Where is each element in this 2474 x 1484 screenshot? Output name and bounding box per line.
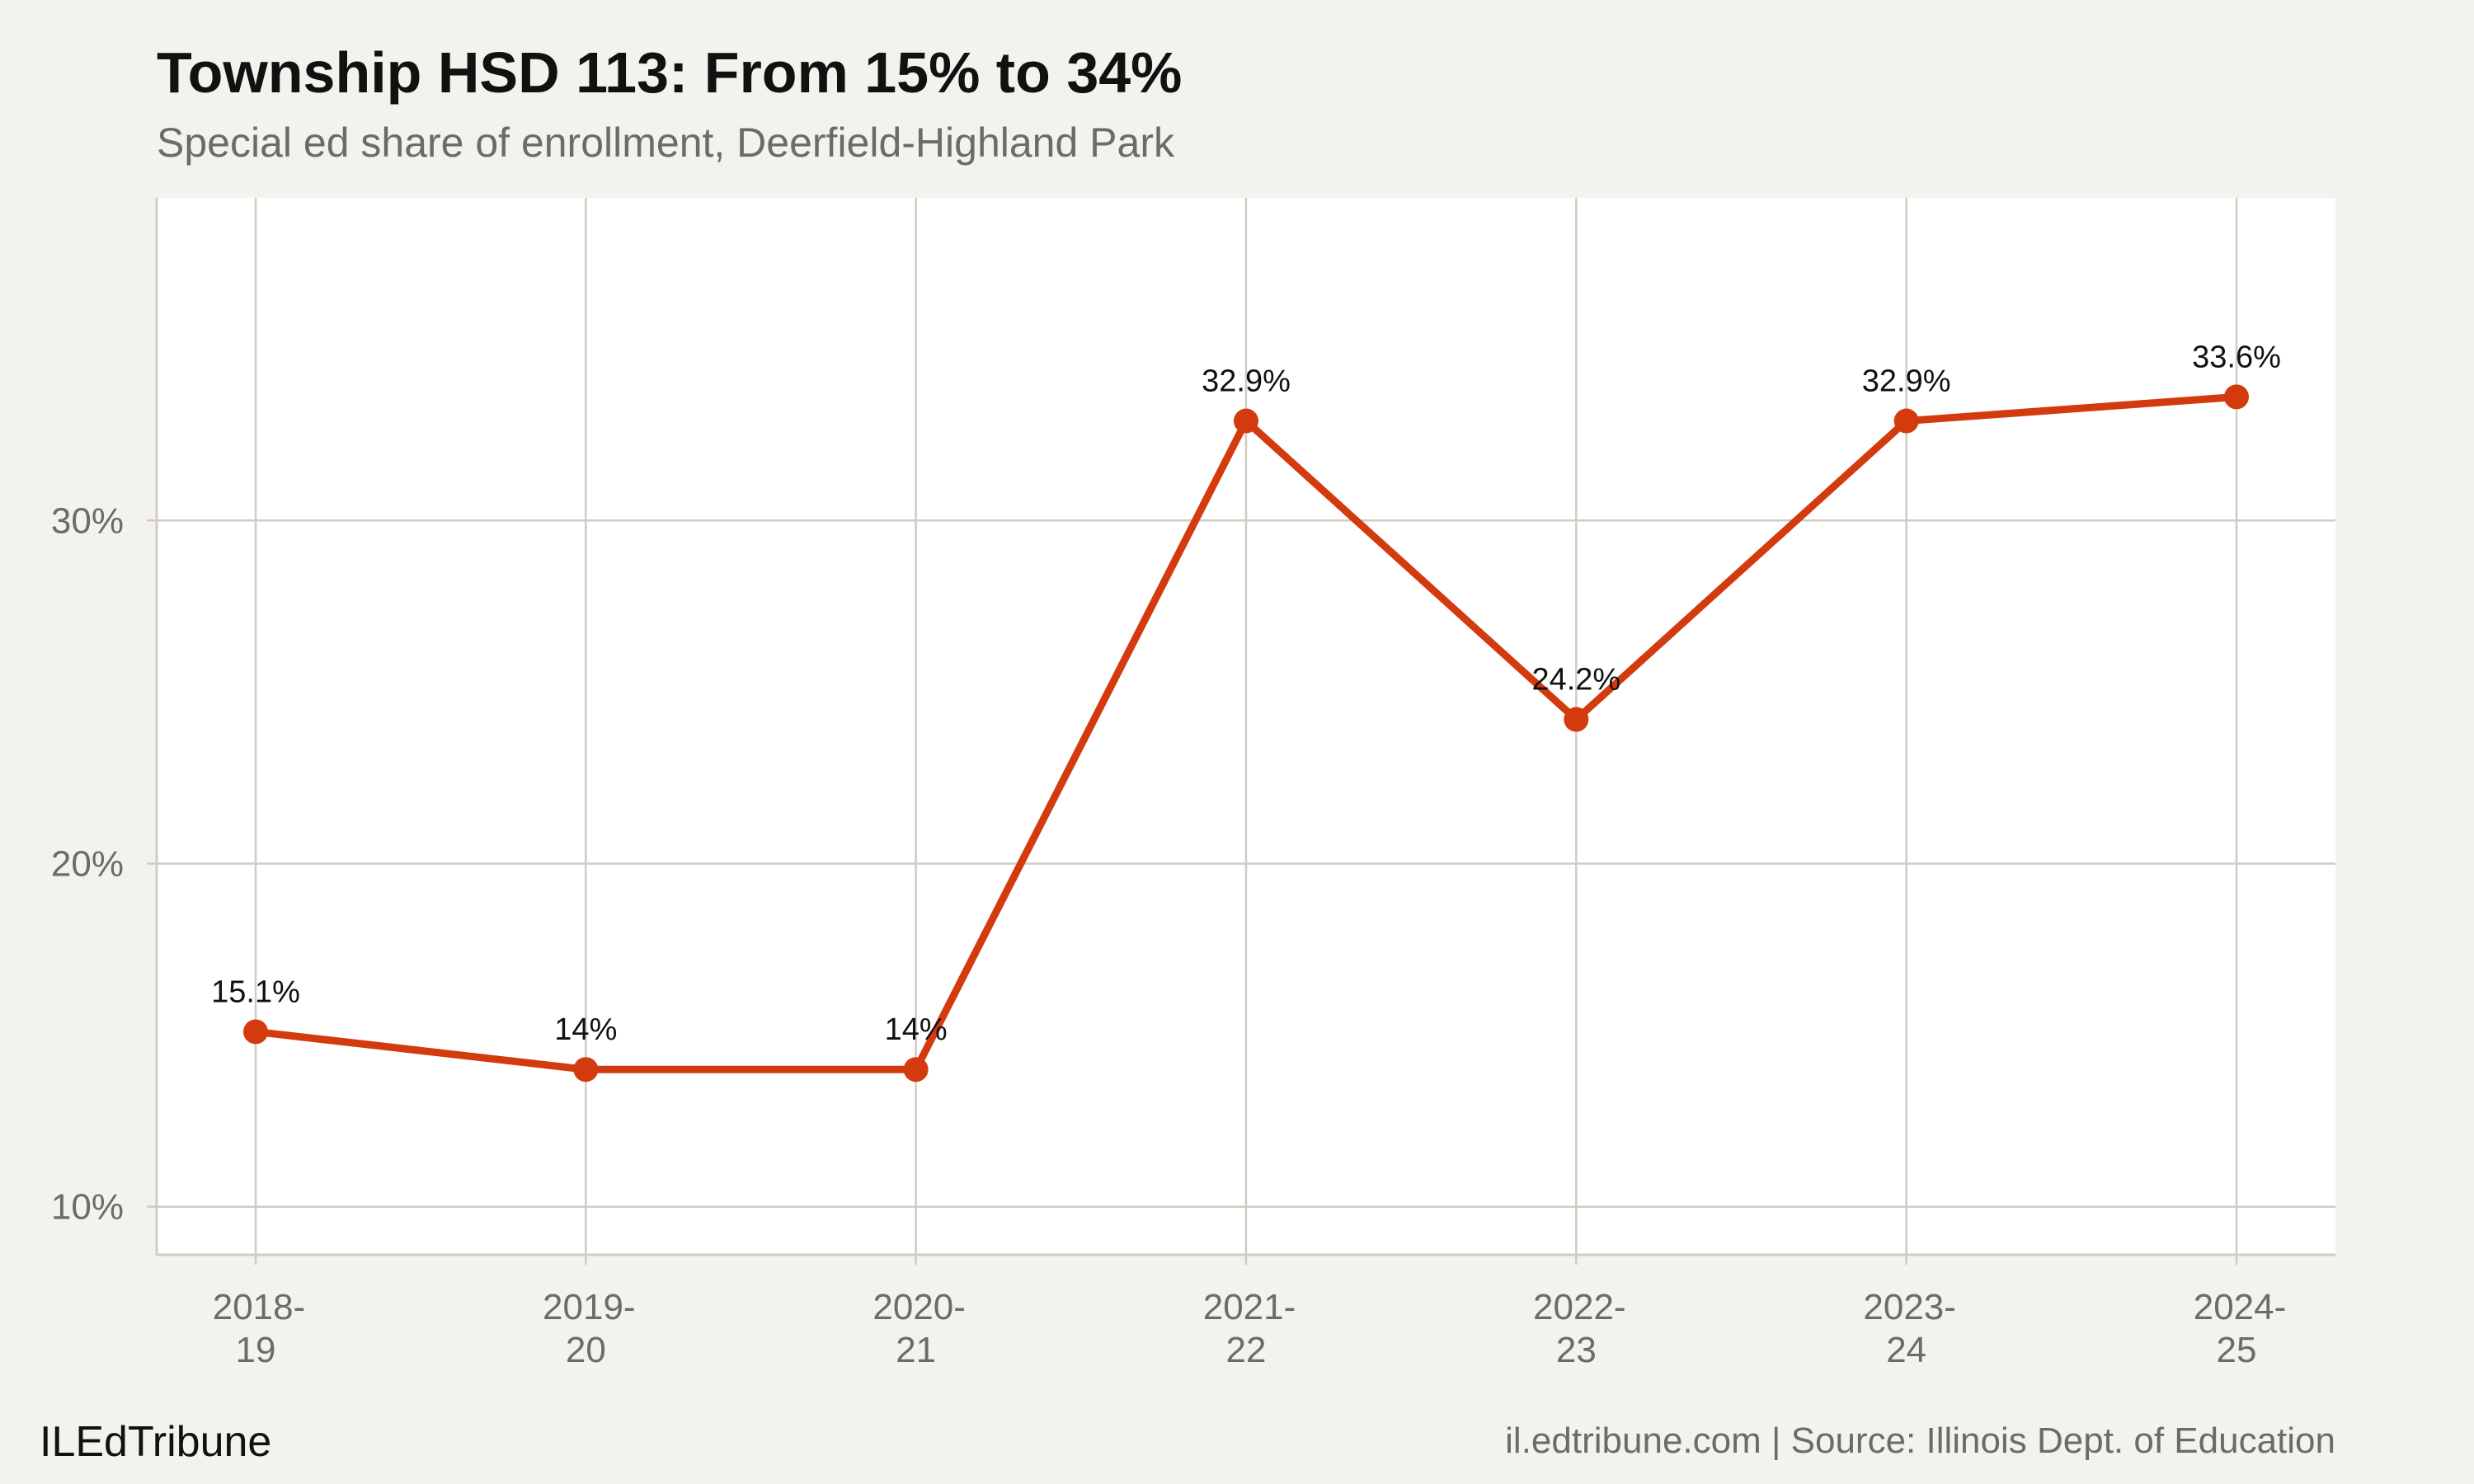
- data-point-6: [2224, 384, 2249, 410]
- data-point-4: [1564, 707, 1589, 732]
- data-point-5: [1893, 408, 1919, 434]
- y-tick-label: 30%: [51, 500, 124, 541]
- vertical-gridlines: [254, 198, 2238, 1255]
- x-tick-label-line1: 2024-: [2194, 1287, 2287, 1327]
- data-label-1: 14%: [554, 1012, 617, 1047]
- chart-title: Township HSD 113: From 15% to 34%: [157, 40, 1182, 105]
- x-tick-label-line2: 25: [2217, 1330, 2257, 1370]
- data-point-3: [1234, 408, 1258, 434]
- x-tick-label-line1: 2020-: [872, 1287, 966, 1327]
- data-point-0: [243, 1019, 268, 1045]
- data-label-0: 15.1%: [211, 974, 300, 1009]
- data-label-2: 14%: [885, 1012, 948, 1047]
- x-tick-label-line2: 21: [896, 1330, 936, 1370]
- x-tick-label-line2: 20: [566, 1330, 606, 1370]
- data-labels: 15.1% 14% 14% 32.9% 24.2% 32.9% 33.6%: [211, 340, 2281, 1047]
- data-label-6: 33.6%: [2192, 340, 2281, 374]
- data-point-2: [903, 1057, 929, 1082]
- data-points: [243, 384, 2249, 1082]
- source-note: il.edtribune.com | Source: Illinois Dept…: [1505, 1421, 2335, 1461]
- x-tick-label-line2: 19: [236, 1330, 276, 1370]
- x-tick-label-line2: 23: [1556, 1330, 1597, 1370]
- y-tick-label: 10%: [51, 1187, 124, 1228]
- x-tick-label-line2: 22: [1226, 1330, 1267, 1370]
- x-tick-label-line1: 2022-: [1533, 1287, 1626, 1327]
- x-axis-ticks: 2018-19 2019-20 2020-21 2021-22 2022-23 2023-…: [213, 1255, 2287, 1370]
- x-tick-label-line1: 2019-: [543, 1287, 636, 1327]
- data-label-4: 24.2%: [1531, 663, 1620, 697]
- y-tick-label: 20%: [51, 843, 124, 884]
- y-axis-ticks: 10% 20% 30%: [51, 500, 157, 1228]
- x-tick-label-line1: 2023-: [1863, 1287, 1956, 1327]
- data-label-5: 32.9%: [1862, 364, 1951, 399]
- x-tick-label-line1: 2021-: [1203, 1287, 1296, 1327]
- chart-subtitle: Special ed share of enrollment, Deerfiel…: [157, 120, 1175, 166]
- horizontal-gridlines: [157, 519, 2335, 1208]
- x-tick-label-line2: 24: [1886, 1330, 1926, 1370]
- data-label-3: 32.9%: [1202, 364, 1291, 399]
- brand-logo-text: ILEdTribune: [40, 1418, 271, 1466]
- data-point-1: [573, 1057, 599, 1082]
- x-tick-label-line1: 2018-: [213, 1287, 306, 1327]
